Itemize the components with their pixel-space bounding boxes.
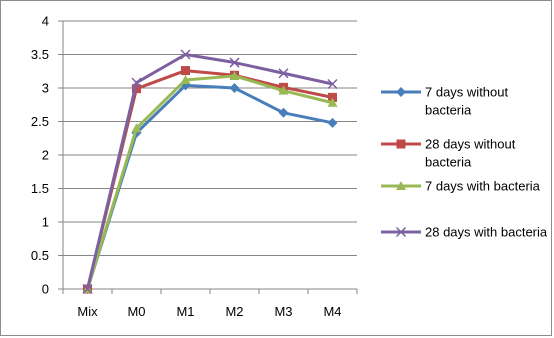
series-0	[82, 80, 338, 294]
legend: 7 days without bacteria 28 days without bac…	[381, 85, 548, 240]
legend-key-marker	[395, 226, 407, 238]
y-tick-label: 1	[42, 215, 49, 230]
data-point	[229, 57, 240, 68]
x-tick-label: M0	[127, 304, 145, 319]
series-line	[86, 69, 333, 290]
data-point	[327, 97, 338, 107]
series-line	[86, 53, 333, 290]
x-tick-label: M1	[176, 304, 194, 319]
series-lines	[82, 49, 338, 295]
y-tick-label: 0	[42, 282, 49, 297]
legend-key-marker	[396, 139, 406, 149]
legend-label: bacteria	[425, 155, 472, 170]
data-point	[278, 85, 289, 95]
data-point	[82, 283, 93, 295]
series-line	[86, 83, 333, 290]
data-point	[131, 123, 142, 133]
data-point	[180, 74, 191, 84]
legend-key-marker	[396, 181, 406, 190]
x-tick-label: M3	[274, 304, 292, 319]
legend-entry: 7 days without bacteria	[381, 85, 508, 118]
y-tick-label: 3	[42, 81, 49, 96]
data-point	[327, 78, 338, 90]
legend-label: 7 days without	[425, 85, 508, 100]
legend-entry: 7 days with bacteria	[381, 179, 541, 194]
data-point	[229, 83, 240, 93]
y-tick-label: 0.5	[31, 248, 49, 263]
data-point	[328, 92, 337, 102]
data-point	[327, 117, 338, 128]
x-tick-label: M2	[225, 304, 243, 319]
x-tick-label: Mix	[77, 304, 98, 319]
data-point	[278, 68, 289, 79]
data-point	[131, 77, 142, 88]
y-tick-label: 3.5	[31, 47, 49, 62]
axes: 0 0.5 1 1.5 2 2.5 3 3.5 4 Mix M0 M1 M2 M3 M4	[31, 14, 358, 319]
data-point	[181, 66, 190, 76]
x-tick-label: M4	[323, 304, 341, 319]
series-line	[86, 74, 333, 290]
series-3	[82, 49, 338, 295]
legend-label: bacteria	[425, 103, 472, 118]
legend-entry: 28 days without bacteria	[381, 137, 516, 170]
y-tick-label: 1.5	[31, 181, 49, 196]
y-tick-label: 4	[42, 14, 49, 29]
data-point	[180, 49, 191, 60]
y-tick-label: 2	[42, 148, 49, 163]
series-2	[82, 70, 338, 293]
data-point	[278, 107, 289, 118]
data-point	[229, 70, 240, 80]
legend-key-marker	[396, 87, 406, 97]
legend-label: 28 days with bacteria	[425, 225, 548, 240]
legend-label: 28 days without	[425, 137, 516, 152]
y-tick-label: 2.5	[31, 114, 49, 129]
legend-label: 7 days with bacteria	[425, 179, 541, 194]
legend-entry: 28 days with bacteria	[381, 225, 548, 240]
